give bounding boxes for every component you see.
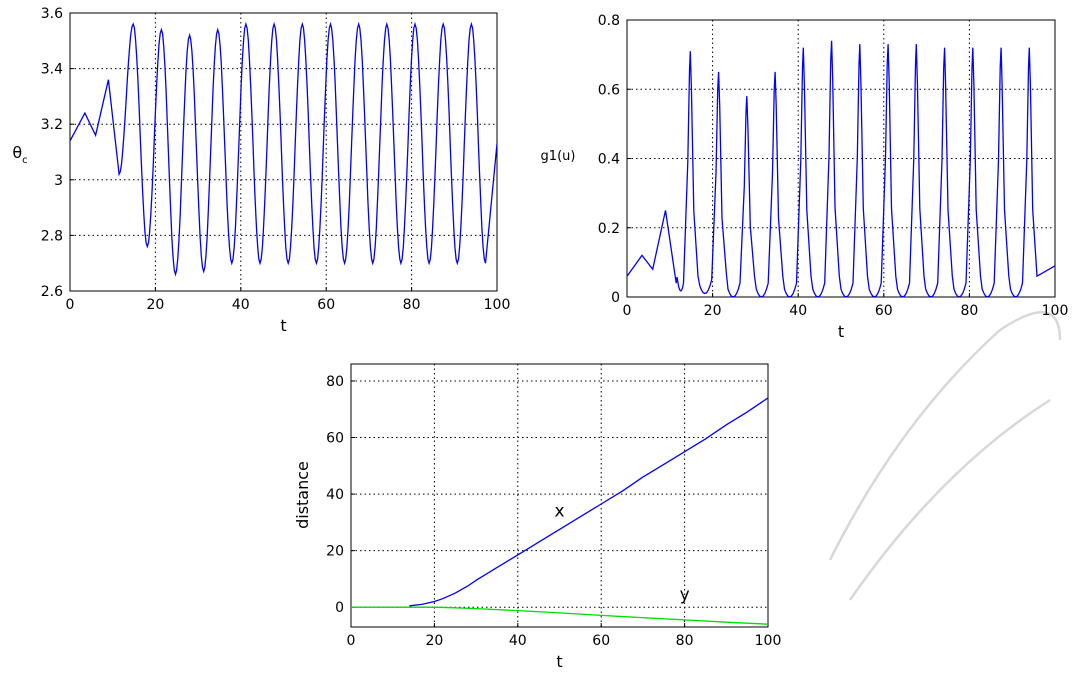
y-tick-label: 0.6: [598, 82, 620, 98]
x-axis-label: t: [280, 316, 286, 335]
y-axis-label-sub: c: [22, 155, 28, 166]
x-tick-label: 60: [875, 303, 893, 319]
plot-frame: [626, 19, 1056, 298]
chart-1: 0 20 40 60 80 100 2.6 2.8 3 3.2 3.4 3.6 t θc: [12, 6, 510, 335]
theta-series-line: [69, 21, 498, 277]
y-tick-label: 3: [54, 173, 63, 189]
y-axis-label-main: θ: [12, 143, 22, 162]
y-tick-label: 40: [326, 487, 344, 503]
y-tick-label: 2.6: [41, 284, 63, 300]
plot-frame: [350, 363, 769, 628]
series-x-line: [409, 397, 769, 607]
y-tick-label: 0.4: [598, 152, 620, 168]
x-tick-label: 20: [704, 303, 722, 319]
y-axis-label: θc: [12, 143, 27, 166]
x-tick-label: 80: [960, 303, 978, 319]
chart-2: 0 20 40 60 80 100 0 0.2 0.4 0.6 0.8 t g1(u): [541, 13, 1069, 341]
x-tick-label: 40: [232, 297, 250, 313]
g1u-series-line: [626, 40, 1056, 298]
y-tick-label: 80: [326, 374, 344, 390]
y-axis-label: distance: [293, 461, 312, 529]
x-axis-label: t: [838, 322, 844, 341]
y-tick-label: 0.8: [598, 13, 620, 29]
x-tick-label: 80: [676, 633, 694, 649]
y-tick-label: 3.6: [41, 6, 63, 22]
annotation-y: y: [680, 585, 690, 605]
y-tick-label: 0: [611, 290, 620, 306]
x-tick-label: 80: [403, 297, 421, 313]
x-tick-label: 0: [623, 303, 632, 319]
x-tick-label: 40: [509, 633, 527, 649]
y-tick-label: 0: [335, 600, 344, 616]
series-y-line: [351, 606, 769, 625]
y-tick-label: 3.4: [41, 62, 63, 78]
plot-frame: [69, 12, 498, 292]
x-tick-label: 100: [755, 633, 782, 649]
x-tick-label: 60: [592, 633, 610, 649]
charts-container: 0 20 40 60 80 100 2.6 2.8 3 3.2 3.4 3.6 t θc 0 20 40 60 80…: [12, 6, 1068, 671]
x-tick-label: 100: [484, 297, 511, 313]
annotation-x: x: [554, 502, 564, 522]
x-tick-label: 20: [146, 297, 164, 313]
x-tick-label: 40: [789, 303, 807, 319]
x-tick-label: 100: [1042, 303, 1069, 319]
y-tick-label: 0.2: [598, 221, 620, 237]
y-axis-label: g1(u): [541, 149, 576, 164]
y-tick-label: 3.2: [41, 117, 63, 133]
x-tick-label: 0: [347, 633, 356, 649]
y-tick-label: 20: [326, 544, 344, 560]
chart-3: 0 20 40 60 80 100 0 20 40 60 80 t distance x y: [293, 363, 782, 671]
y-tick-label: 2.8: [41, 228, 63, 244]
watermark-logo: [828, 310, 1062, 601]
x-axis-label: t: [556, 652, 562, 671]
x-tick-label: 20: [425, 633, 443, 649]
y-tick-label: 60: [326, 431, 344, 447]
x-tick-label: 0: [66, 297, 75, 313]
x-tick-label: 60: [317, 297, 335, 313]
